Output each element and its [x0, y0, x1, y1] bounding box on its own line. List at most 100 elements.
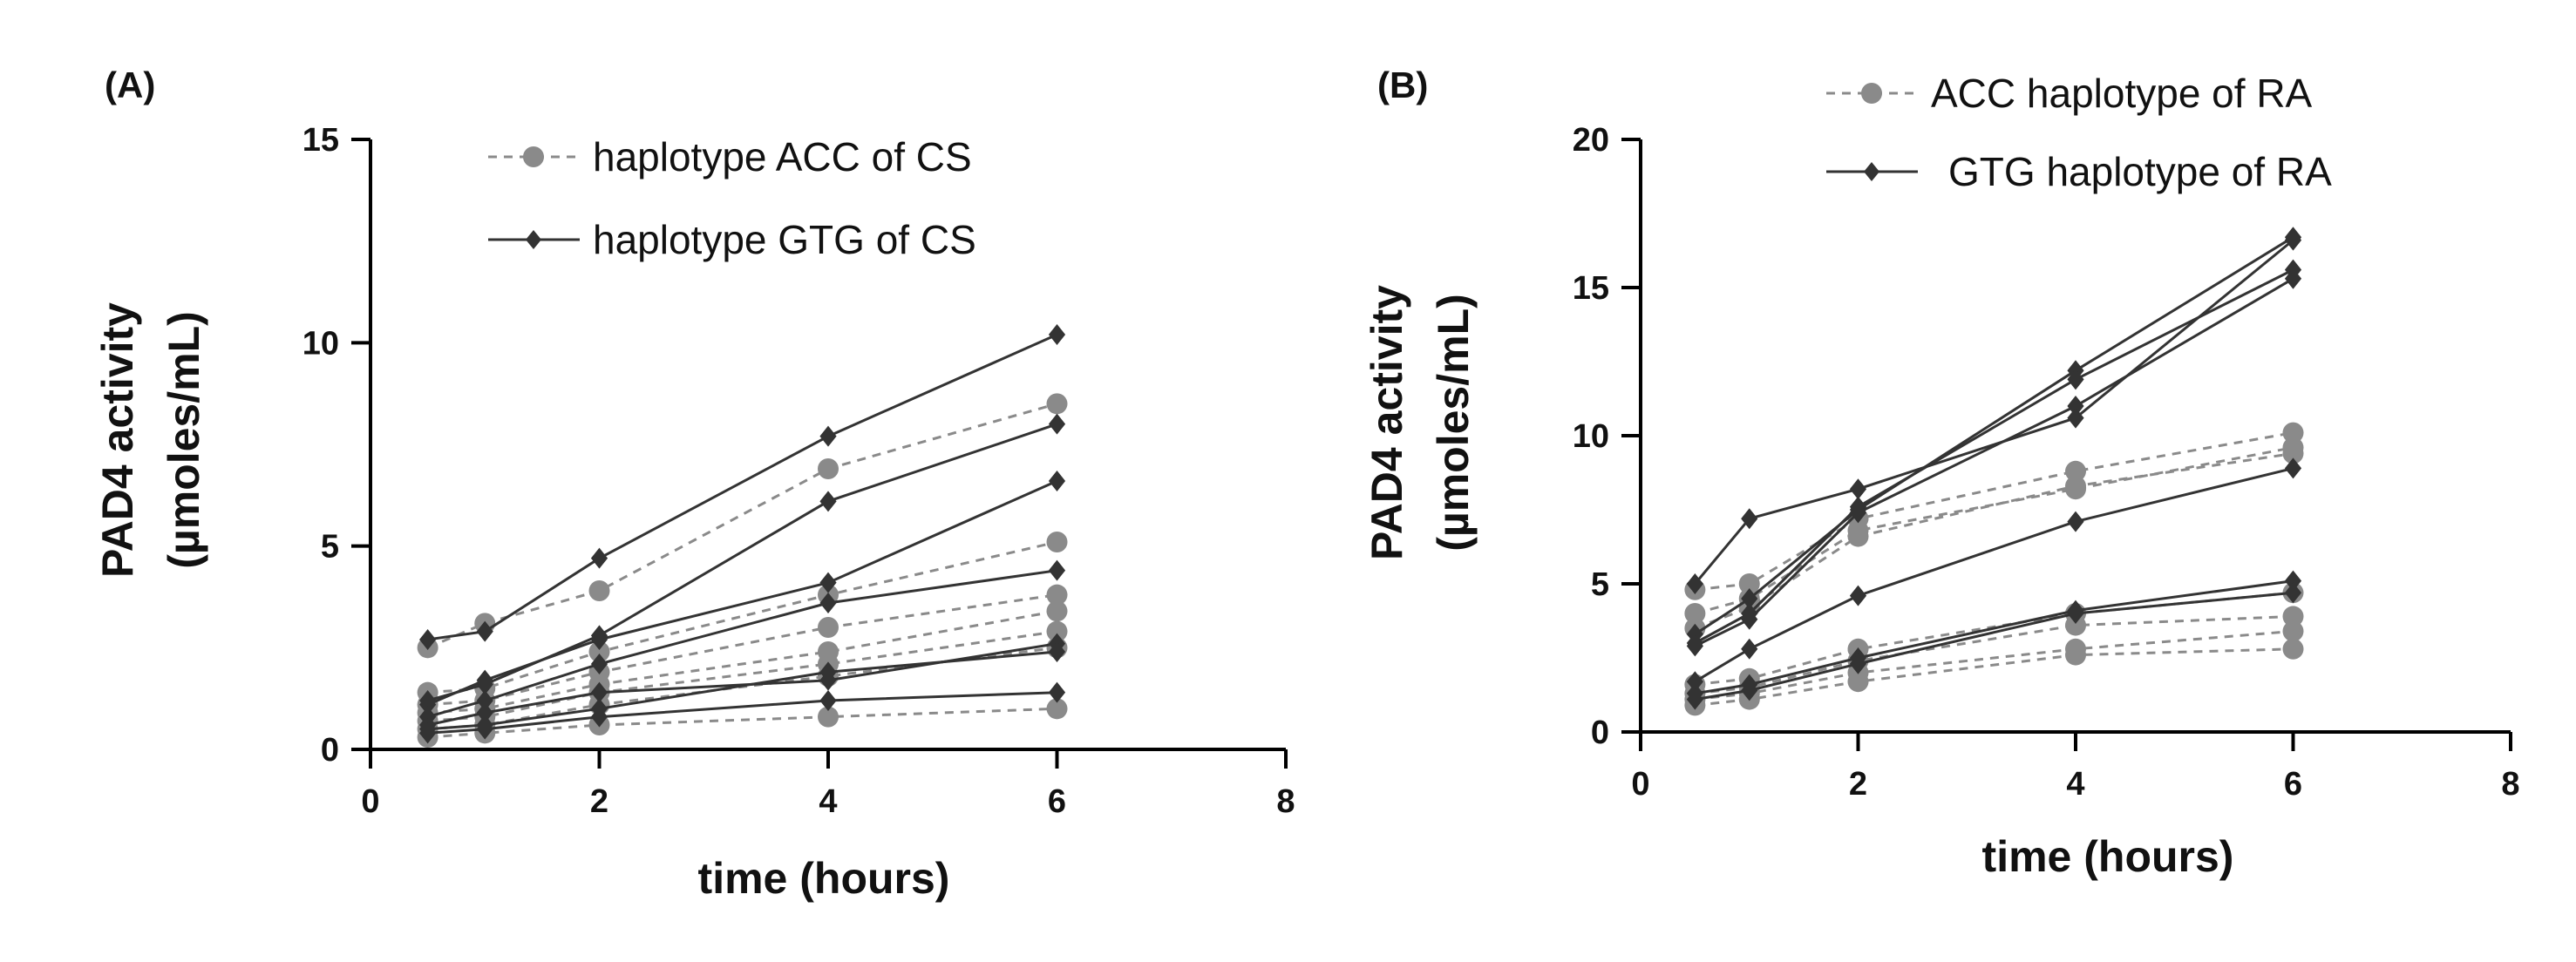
series-acc: [417, 620, 1068, 732]
series-gtg: [1686, 457, 2302, 693]
legend-marker-acc: [1861, 83, 1882, 104]
legend-marker-gtg: [526, 230, 541, 249]
panel-a-letter: (A): [105, 64, 155, 105]
series-gtg: [1686, 227, 2302, 645]
data-point: [2284, 570, 2302, 592]
panel-a-x-title: time (hours): [698, 854, 950, 903]
y-tick-label: 20: [1573, 122, 1609, 159]
legend-label-gtg: haplotype GTG of CS: [593, 217, 976, 262]
data-point: [818, 458, 839, 479]
data-point: [2284, 582, 2302, 604]
x-tick-label: 8: [1276, 783, 1295, 820]
series-acc: [417, 532, 1068, 703]
y-tick-label: 15: [302, 122, 339, 159]
legend-entry-acc: haplotype ACC of CS: [488, 134, 972, 180]
data-point: [819, 593, 837, 613]
series-line: [427, 333, 1058, 641]
series-gtg: [419, 471, 1066, 715]
series-acc: [417, 393, 1068, 659]
data-point: [590, 629, 608, 650]
legend-label-gtg: GTG haplotype of RA: [1948, 149, 2332, 194]
y-tick-label: 10: [1573, 418, 1609, 455]
panel-b-legend: ACC haplotype of RA GTG haplotype of RA: [1826, 71, 2332, 194]
series-acc: [1684, 437, 2304, 624]
series-line: [427, 707, 1057, 739]
panel-a-y-title-line1: PAD4 activity: [93, 302, 142, 578]
data-point: [476, 669, 493, 691]
data-point: [1847, 671, 1869, 693]
data-point: [819, 572, 837, 593]
data-point: [2065, 614, 2086, 636]
panel-b-y-title-line2: (µmoles/mL): [1429, 294, 1478, 552]
panel-a-legend: haplotype ACC of CS haplotype GTG of CS: [488, 134, 976, 262]
panel-b-axes: 0 5 10 15 20 0 2 4 6 8: [1573, 122, 2520, 803]
data-point: [590, 547, 608, 569]
data-point: [1046, 393, 1068, 415]
x-tick-label: 2: [1849, 766, 1867, 803]
series-gtg: [419, 324, 1066, 650]
panel-a-series: [417, 324, 1068, 748]
data-point: [1738, 573, 1760, 594]
y-tick-label: 10: [302, 325, 339, 362]
data-point: [1048, 471, 1066, 491]
x-tick-label: 2: [590, 783, 608, 820]
data-point: [590, 681, 608, 703]
data-point: [476, 690, 493, 711]
legend-marker-acc: [523, 146, 544, 167]
data-point: [2067, 369, 2084, 390]
data-point: [1849, 502, 1867, 524]
x-tick-label: 4: [2066, 766, 2084, 803]
data-point: [2284, 229, 2302, 251]
series-line: [1695, 591, 2294, 701]
data-point: [819, 491, 837, 512]
data-point: [1048, 324, 1066, 345]
series-line: [1694, 277, 2294, 647]
data-point: [419, 694, 437, 715]
data-point: [1741, 608, 1758, 630]
data-point: [2282, 443, 2304, 464]
series-gtg: [1686, 582, 2302, 710]
series-line: [1694, 268, 2294, 645]
data-point: [2065, 460, 2086, 482]
data-point: [2067, 407, 2084, 429]
legend-entry-gtg: GTG haplotype of RA: [1826, 149, 2332, 194]
series-acc: [417, 637, 1068, 740]
data-point: [819, 425, 837, 447]
series-acc: [417, 600, 1068, 723]
data-point: [1741, 638, 1758, 660]
data-point: [1046, 620, 1068, 642]
x-tick-label: 6: [2284, 766, 2302, 803]
data-point: [1686, 635, 1703, 657]
legend-label-acc: haplotype ACC of CS: [593, 134, 972, 180]
x-tick-label: 8: [2501, 766, 2519, 803]
data-point: [1048, 681, 1066, 703]
data-point: [476, 620, 493, 642]
data-point: [2284, 268, 2302, 289]
data-point: [1849, 585, 1867, 606]
series-gtg: [1686, 259, 2302, 654]
data-point: [2282, 606, 2304, 627]
y-tick-label: 15: [1573, 270, 1609, 307]
data-point: [2282, 422, 2304, 444]
data-point: [1046, 532, 1068, 552]
data-point: [1849, 653, 1867, 674]
data-point: [1046, 698, 1068, 720]
data-point: [2282, 638, 2304, 660]
data-point: [1048, 641, 1066, 662]
data-point: [2067, 511, 2084, 532]
y-tick-label: 0: [321, 732, 339, 769]
data-point: [1741, 680, 1758, 701]
data-point: [1684, 603, 1706, 624]
x-tick-label: 0: [1631, 766, 1649, 803]
data-point: [1741, 508, 1758, 530]
data-point: [1686, 573, 1703, 594]
data-point: [1849, 478, 1867, 500]
data-point: [590, 654, 608, 674]
y-tick-label: 0: [1591, 715, 1609, 751]
x-tick-label: 4: [819, 783, 837, 820]
data-point: [588, 580, 610, 601]
series-line: [1695, 431, 2294, 592]
panel-b-x-title: time (hours): [1982, 832, 2234, 881]
legend-marker-gtg: [1864, 162, 1879, 181]
data-point: [1686, 671, 1703, 693]
